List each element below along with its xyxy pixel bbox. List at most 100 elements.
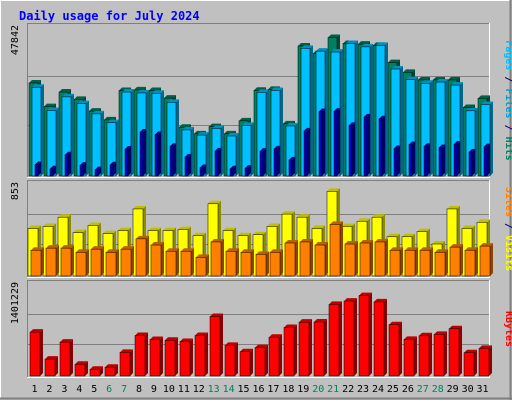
bar-top <box>312 225 325 229</box>
bar-side <box>221 125 224 176</box>
panel-visits-axis-title-part-1: / <box>503 217 512 235</box>
bar-top <box>364 113 370 117</box>
bar-face <box>348 125 353 177</box>
bar-top <box>319 108 325 112</box>
bar-kbytes-30 <box>463 349 477 377</box>
bar-top <box>439 144 445 148</box>
bar-face <box>120 248 132 277</box>
bar-top <box>91 246 104 250</box>
bar-face <box>210 241 222 277</box>
bar-side <box>397 145 400 176</box>
bar-kbytes-16 <box>254 344 268 377</box>
bar-face <box>255 254 267 277</box>
bar-top <box>469 149 475 153</box>
bar-top <box>226 248 239 252</box>
bar-side <box>70 339 73 376</box>
bar-side <box>143 129 146 176</box>
bar-top <box>359 292 372 296</box>
panel-kbytes-axis-title-part-0: KBytes <box>503 311 512 347</box>
bar-face <box>344 243 356 277</box>
bar-top <box>432 241 445 245</box>
bar-face <box>378 118 383 177</box>
bar-top <box>267 223 280 227</box>
bar-side <box>474 349 477 376</box>
bar-top <box>88 222 101 226</box>
bar-top <box>409 141 415 145</box>
bar-top <box>316 48 328 52</box>
x-tick-label-20: 20 <box>312 384 324 395</box>
x-tick-label-3: 3 <box>61 384 67 395</box>
bar-side <box>205 332 208 376</box>
bar-pages-3 <box>64 151 71 177</box>
bar-top <box>227 132 239 136</box>
bar-sites-23 <box>359 239 373 277</box>
bar-side <box>460 82 463 176</box>
bar-top <box>478 95 490 99</box>
bar-side <box>86 100 89 176</box>
bar-side <box>100 366 103 376</box>
bar-face <box>418 335 430 377</box>
bar-face <box>34 164 39 177</box>
bar-face <box>79 164 84 177</box>
bar-top <box>134 86 146 90</box>
bar-side <box>339 301 342 376</box>
x-tick-label-23: 23 <box>357 384 369 395</box>
bar-pages-23 <box>363 113 370 177</box>
bar-kbytes-6 <box>104 364 118 377</box>
bar-face <box>298 321 310 377</box>
bar-top <box>179 124 191 128</box>
bar-side <box>131 89 134 176</box>
bar-side <box>457 141 460 176</box>
bar-side <box>233 165 236 176</box>
bar-top <box>170 143 176 147</box>
bar-kbytes-25 <box>388 321 402 377</box>
bar-side <box>384 298 387 376</box>
bar-face <box>214 150 219 177</box>
bar-side <box>415 247 418 276</box>
bar-side <box>235 342 238 376</box>
series-pages <box>34 108 490 177</box>
bar-pages-12 <box>199 164 206 177</box>
panel-hits-axis-title-part-1: / <box>503 70 512 88</box>
x-tick-label-12: 12 <box>193 384 205 395</box>
bar-top <box>103 230 116 234</box>
bar-side <box>161 242 164 276</box>
bar-face <box>374 241 386 277</box>
bar-top <box>274 145 280 149</box>
bar-side <box>382 115 385 176</box>
bar-face <box>134 335 146 377</box>
bar-side <box>355 241 358 276</box>
bar-side <box>475 247 478 276</box>
bar-top <box>403 69 415 73</box>
bar-sites-7 <box>120 246 134 277</box>
bar-face <box>448 328 460 377</box>
bar-side <box>251 122 254 176</box>
bar-top <box>297 214 310 218</box>
bar-top <box>241 249 254 253</box>
bar-top <box>182 126 194 130</box>
bar-side <box>191 126 194 176</box>
bar-face <box>75 252 87 277</box>
x-tick-label-31: 31 <box>477 384 489 395</box>
bar-side <box>98 166 101 176</box>
bar-side <box>266 251 269 276</box>
bar-top <box>149 87 161 91</box>
bar-face <box>169 146 174 177</box>
bar-face <box>105 252 117 277</box>
x-tick-label-4: 4 <box>76 384 82 395</box>
bar-top <box>46 245 59 249</box>
bar-kbytes-9 <box>149 336 163 377</box>
bar-pages-31 <box>483 143 490 177</box>
bar-top <box>76 249 89 253</box>
bar-face <box>453 143 458 177</box>
series-files <box>31 40 493 177</box>
bar-side <box>113 161 116 176</box>
bar-side <box>116 249 119 276</box>
bar-side <box>400 247 403 276</box>
bar-top <box>59 89 71 93</box>
bar-kbytes-15 <box>239 348 253 377</box>
bar-top <box>376 42 388 46</box>
bar-top <box>479 345 492 349</box>
x-tick-label-18: 18 <box>282 384 294 395</box>
bar-top <box>255 344 268 348</box>
